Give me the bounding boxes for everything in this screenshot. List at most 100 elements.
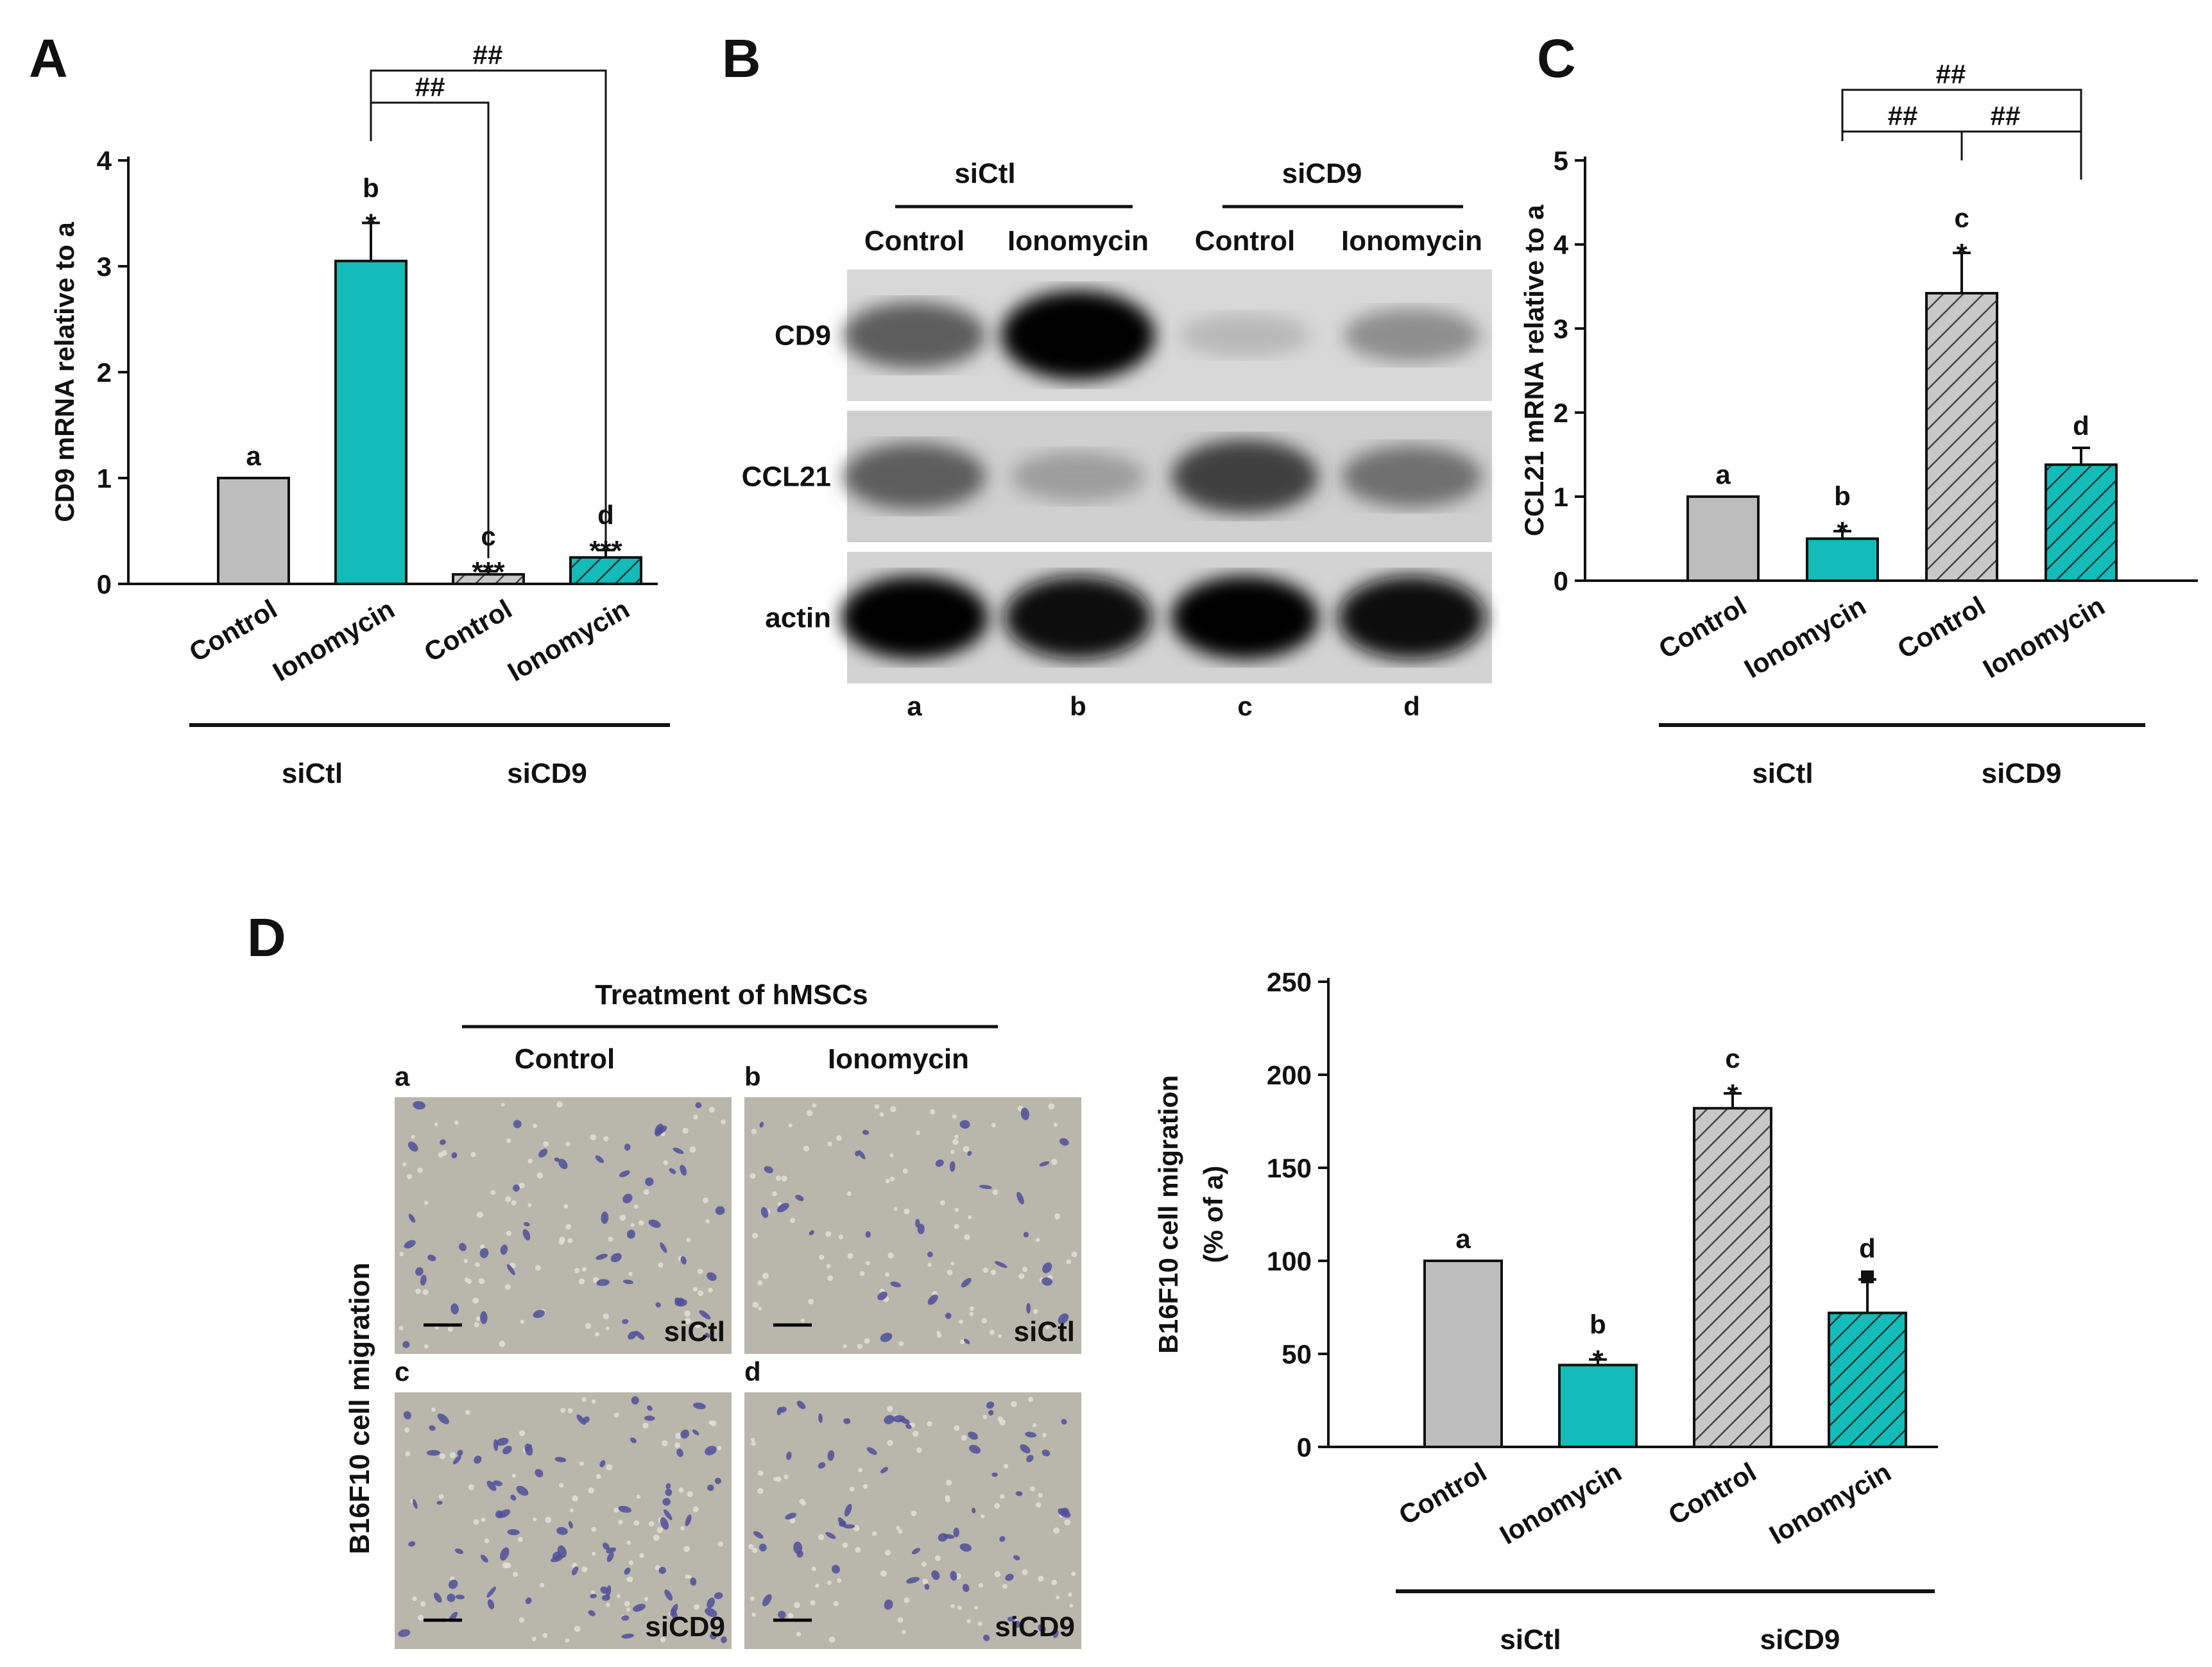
micrograph-pore xyxy=(826,1263,831,1269)
micrograph-stained-cell xyxy=(621,1633,635,1639)
micrograph-pore xyxy=(806,1109,813,1116)
chart-c-bar-letter: a xyxy=(1715,459,1731,490)
micrograph-pore xyxy=(480,1244,485,1249)
micrograph-pore xyxy=(415,1288,421,1294)
micrograph-stained-cell xyxy=(866,1447,877,1455)
micrograph-pore xyxy=(506,1230,512,1236)
micrograph-stained-cell xyxy=(953,1527,959,1537)
micrograph-pore xyxy=(772,1191,777,1197)
micrograph-stained-cell xyxy=(457,1449,463,1456)
micrograph-stained-cell xyxy=(538,1149,548,1158)
chart-d-bar-letter: a xyxy=(1455,1224,1471,1254)
micrograph-pore xyxy=(703,1197,708,1204)
micrograph-image xyxy=(395,1097,732,1354)
chart-c-y-tick-label: 1 xyxy=(1554,482,1568,512)
micrograph-pore xyxy=(857,1344,862,1349)
micrograph-pore xyxy=(874,1104,880,1109)
micrograph-pore xyxy=(407,1174,413,1179)
micrograph-pore xyxy=(643,1189,649,1195)
micrograph-pore xyxy=(922,1578,929,1585)
micrograph-pore xyxy=(454,1120,459,1125)
chart-a-bracket xyxy=(370,69,607,549)
micrograph-stained-cell xyxy=(610,1252,622,1263)
micrograph-pore xyxy=(404,1427,410,1433)
micrograph-pore xyxy=(519,1617,525,1623)
chart-c-group-label: siCD9 xyxy=(1982,758,2062,789)
micrograph-pore xyxy=(836,1135,842,1141)
micrograph-pore xyxy=(897,1617,904,1623)
chart-c-significance-star: * xyxy=(1837,517,1848,548)
micrograph-stained-cell xyxy=(513,1184,520,1192)
micrograph-pore xyxy=(803,1145,810,1152)
micrograph-pore xyxy=(751,1129,757,1134)
micrograph-pore xyxy=(581,1267,587,1272)
blot-band xyxy=(1342,445,1482,508)
micrograph-letter: d xyxy=(744,1356,761,1387)
micrograph-pore xyxy=(560,1408,565,1414)
micrograph-pore xyxy=(705,1218,710,1224)
micrograph-pore xyxy=(697,1269,703,1274)
micrograph-pore xyxy=(752,1548,758,1553)
micrograph-pore xyxy=(683,1310,690,1317)
micrograph-stained-cell xyxy=(1007,1616,1015,1622)
micrograph-stained-cell xyxy=(714,1592,723,1600)
micrograph-stained-cell xyxy=(664,1589,673,1601)
micrograph-pore xyxy=(964,1234,970,1240)
micrograph-pore xyxy=(694,1322,701,1329)
micrograph-stained-cell xyxy=(1059,1138,1069,1146)
micrograph-stained-cell xyxy=(676,1448,683,1457)
micrograph-pore xyxy=(859,1270,865,1276)
panel-letter-a: A xyxy=(29,28,68,89)
chart-c-significance-star: * xyxy=(1956,238,1968,269)
micrograph-pore xyxy=(1056,1595,1060,1600)
micrograph-stained-cell xyxy=(626,1229,635,1239)
micrograph-stained-cell xyxy=(999,1536,1006,1542)
micrograph-stained-cell xyxy=(631,1396,639,1405)
micrograph-pore xyxy=(422,1289,429,1295)
blot-lane-label: Ionomycin xyxy=(1007,225,1149,257)
micrograph-stained-cell xyxy=(440,1139,446,1145)
blot-lane-letter: a xyxy=(907,691,922,721)
micrograph-pore xyxy=(838,1234,844,1240)
chart-d-y-tick-label: 50 xyxy=(1282,1339,1312,1369)
micrograph-stained-cell xyxy=(986,1401,995,1409)
blot-band xyxy=(843,443,986,510)
chart-a-y-tick-label: 3 xyxy=(97,252,112,282)
micrograph-pore xyxy=(1018,1273,1025,1279)
micrograph-pore xyxy=(613,1507,619,1513)
micrograph-pore xyxy=(945,1497,950,1503)
micrograph-letter: a xyxy=(395,1061,410,1091)
micrograph-stained-cell xyxy=(693,1402,706,1410)
chart-a-significance-star: *** xyxy=(472,556,505,588)
micrograph-pore xyxy=(468,1484,475,1491)
micrograph-stained-cell xyxy=(606,1552,614,1562)
micrograph-stained-cell xyxy=(912,1548,920,1555)
micrograph-pore xyxy=(865,1261,870,1266)
blot-row-label: actin xyxy=(765,603,831,634)
micrograph-pore xyxy=(947,1269,953,1276)
micrograph-pore xyxy=(572,1495,578,1502)
micrograph-stained-cell xyxy=(624,1143,631,1151)
micrograph-pore xyxy=(591,1399,596,1404)
micrograph-pore xyxy=(656,1526,664,1534)
chart-a-significance-star: * xyxy=(365,208,377,239)
micrograph-pore xyxy=(968,1215,972,1220)
micrograph-pore xyxy=(511,1200,517,1206)
micrograph-pore xyxy=(837,1578,842,1583)
micrograph-pore xyxy=(595,1332,599,1337)
micrograph-pore xyxy=(1048,1103,1055,1110)
micrograph-stained-cell xyxy=(818,1462,826,1469)
micrograph-stained-cell xyxy=(785,1512,797,1520)
micrograph-pore xyxy=(901,1630,906,1635)
blot-band xyxy=(1172,439,1318,514)
micrograph-stained-cell xyxy=(474,1455,482,1464)
chart-d-y-axis-label-2: (% of a) xyxy=(1198,1166,1228,1263)
chart-a-y-tick-label: 0 xyxy=(97,569,112,599)
chart-c-bracket xyxy=(1841,89,2082,180)
micrograph-pore xyxy=(784,1475,789,1480)
micrograph-pore xyxy=(1003,1464,1009,1469)
micrograph-stained-cell xyxy=(583,1416,590,1423)
chart-a-group-label: siCD9 xyxy=(507,758,587,789)
chart-a-y-tick-label: 4 xyxy=(97,146,112,176)
micrograph-stained-cell xyxy=(1061,1419,1067,1425)
